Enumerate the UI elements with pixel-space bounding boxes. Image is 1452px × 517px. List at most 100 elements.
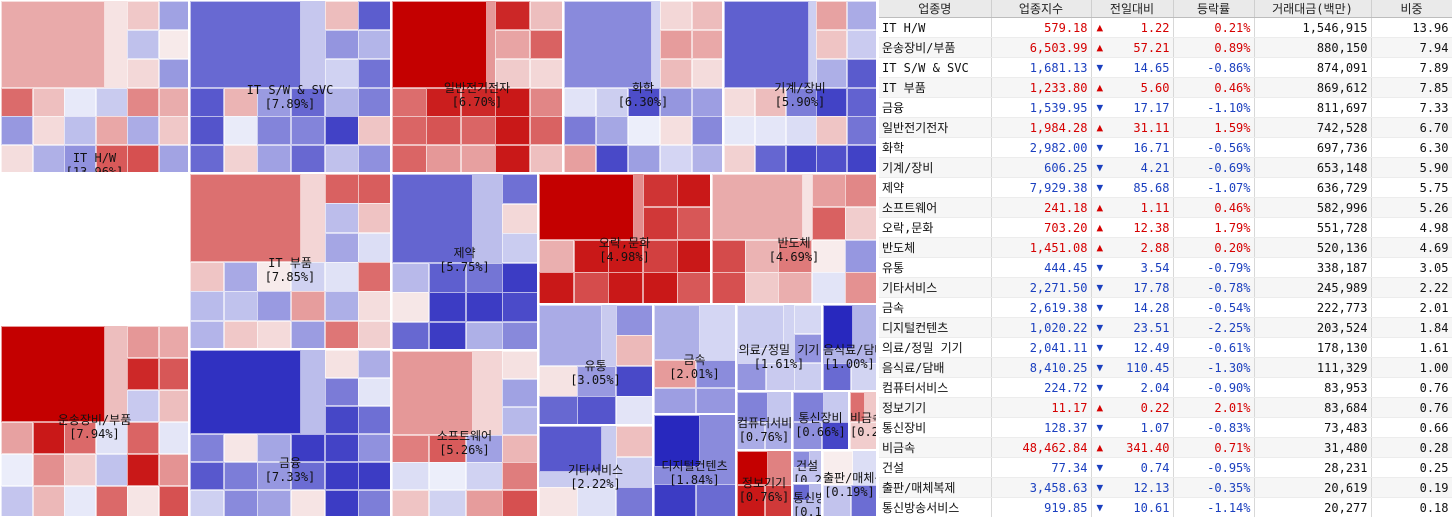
sector-tile[interactable]: 유통 [3.05%]: [538, 304, 653, 425]
stock-tile[interactable]: [692, 88, 722, 117]
table-row[interactable]: 비금속 48,462.84 ▲ 341.40 0.71% 31,480 0.28: [879, 437, 1452, 458]
sector-name[interactable]: 기계/장비: [879, 157, 992, 178]
header-change[interactable]: 전일대비: [1091, 0, 1174, 18]
stock-tile[interactable]: [816, 145, 847, 172]
stock-tile[interactable]: [224, 291, 258, 321]
sector-name[interactable]: 일반전기전자: [879, 117, 992, 138]
sector-tile[interactable]: 비금속[0.28%]: [849, 391, 877, 450]
sector-name[interactable]: IT H/W: [879, 17, 992, 38]
stock-tile[interactable]: [847, 116, 876, 145]
stock-tile[interactable]: [495, 145, 530, 172]
stock-tile[interactable]: [1, 326, 105, 422]
stock-tile[interactable]: [851, 363, 876, 390]
stock-tile[interactable]: [628, 145, 660, 172]
stock-tile[interactable]: [794, 305, 821, 334]
stock-tile[interactable]: [816, 116, 847, 145]
stock-tile[interactable]: [847, 59, 876, 88]
stock-tile[interactable]: [190, 174, 301, 262]
stock-tile[interactable]: [291, 434, 325, 462]
stock-tile[interactable]: [127, 358, 159, 390]
stock-tile[interactable]: [392, 490, 429, 516]
stock-tile[interactable]: [224, 88, 258, 117]
stock-tile[interactable]: [495, 1, 530, 30]
stock-tile[interactable]: [495, 59, 530, 88]
sector-tile[interactable]: 출판/매체복제[0.19%]: [822, 450, 877, 517]
stock-tile[interactable]: [712, 272, 746, 303]
sector-tile[interactable]: 금융 [7.33%]: [189, 349, 391, 517]
stock-tile[interactable]: [574, 240, 609, 273]
stock-tile[interactable]: [159, 30, 188, 59]
stock-tile[interactable]: [660, 145, 692, 172]
stock-tile[interactable]: [429, 435, 466, 463]
stock-tile[interactable]: [224, 490, 258, 516]
stock-tile[interactable]: [737, 305, 784, 349]
sector-name[interactable]: IT 부품: [879, 77, 992, 98]
stock-tile[interactable]: [190, 434, 224, 462]
stock-tile[interactable]: [358, 88, 390, 117]
stock-tile[interactable]: [608, 240, 643, 273]
stock-tile[interactable]: [190, 462, 224, 490]
table-row[interactable]: IT H/W 579.18 ▲ 1.22 0.21% 1,546,915 13.96: [879, 17, 1452, 38]
table-row[interactable]: IT S/W & SVC 1,681.13 ▼ 14.65 -0.86% 874,091 7…: [879, 57, 1452, 78]
table-row[interactable]: 건설 77.34 ▼ 0.74 -0.95% 28,231 0.25: [879, 457, 1452, 478]
stock-tile[interactable]: [461, 145, 496, 172]
stock-tile[interactable]: [429, 462, 466, 490]
sector-name[interactable]: 오락,문화: [879, 217, 992, 238]
stock-tile[interactable]: [778, 240, 812, 273]
stock-tile[interactable]: [33, 454, 65, 486]
stock-tile[interactable]: [325, 378, 359, 406]
stock-tile[interactable]: [1, 116, 33, 145]
stock-tile[interactable]: [745, 272, 779, 303]
stock-tile[interactable]: [724, 1, 809, 88]
stock-tile[interactable]: [429, 263, 466, 293]
stock-tile[interactable]: [358, 434, 390, 462]
stock-tile[interactable]: [127, 390, 159, 422]
stock-tile[interactable]: [291, 145, 325, 172]
stock-tile[interactable]: [96, 486, 128, 516]
sector-tile[interactable]: 의료/정밀 기기 [1.61%]: [736, 304, 822, 391]
stock-tile[interactable]: [127, 145, 159, 172]
stock-tile[interactable]: [257, 116, 291, 145]
stock-tile[interactable]: [539, 426, 602, 472]
stock-tile[interactable]: [127, 1, 159, 30]
sector-name[interactable]: 통신장비: [879, 417, 992, 438]
stock-tile[interactable]: [755, 145, 786, 172]
stock-tile[interactable]: [358, 1, 390, 30]
stock-tile[interactable]: [358, 321, 390, 348]
stock-tile[interactable]: [616, 426, 652, 457]
stock-tile[interactable]: [816, 59, 847, 88]
stock-tile[interactable]: [33, 422, 65, 454]
table-row[interactable]: 화학 2,982.00 ▼ 16.71 -0.56% 697,736 6.30: [879, 137, 1452, 158]
table-row[interactable]: 금융 1,539.95 ▼ 17.17 -1.10% 811,697 7.33: [879, 97, 1452, 118]
stock-tile[interactable]: [64, 145, 96, 172]
header-amount[interactable]: 거래대금(백만): [1254, 0, 1372, 18]
stock-tile[interactable]: [539, 174, 634, 240]
stock-tile[interactable]: [812, 207, 846, 240]
stock-tile[interactable]: [224, 434, 258, 462]
stock-tile[interactable]: [33, 486, 65, 516]
stock-tile[interactable]: [677, 207, 710, 240]
stock-tile[interactable]: [159, 1, 188, 30]
sector-name[interactable]: 통신방송서비스: [879, 497, 992, 517]
stock-tile[interactable]: [539, 487, 578, 516]
stock-tile[interactable]: [358, 174, 390, 204]
stock-tile[interactable]: [127, 116, 159, 145]
stock-tile[interactable]: [257, 262, 291, 292]
stock-tile[interactable]: [816, 88, 847, 117]
sector-tile[interactable]: 소프트웨어 [5.26%]: [391, 350, 538, 517]
stock-tile[interactable]: [823, 305, 853, 349]
stock-tile[interactable]: [358, 406, 390, 434]
table-row[interactable]: 디지털컨텐츠 1,020.22 ▼ 23.51 -2.25% 203,524 1.84: [879, 317, 1452, 338]
stock-tile[interactable]: [325, 1, 359, 30]
stock-tile[interactable]: [392, 263, 429, 293]
stock-tile[interactable]: [847, 88, 876, 117]
stock-tile[interactable]: [765, 485, 791, 516]
stock-tile[interactable]: [737, 392, 768, 422]
stock-tile[interactable]: [392, 292, 429, 322]
stock-tile[interactable]: [643, 272, 678, 303]
table-row[interactable]: 기계/장비 606.25 ▼ 4.21 -0.69% 653,148 5.90: [879, 157, 1452, 178]
sector-name[interactable]: 의료/정밀 기기: [879, 337, 992, 358]
stock-tile[interactable]: [765, 422, 791, 449]
header-index[interactable]: 업종지수: [991, 0, 1092, 18]
sector-tile[interactable]: 디지털컨텐츠 [1.84%]: [653, 414, 736, 517]
